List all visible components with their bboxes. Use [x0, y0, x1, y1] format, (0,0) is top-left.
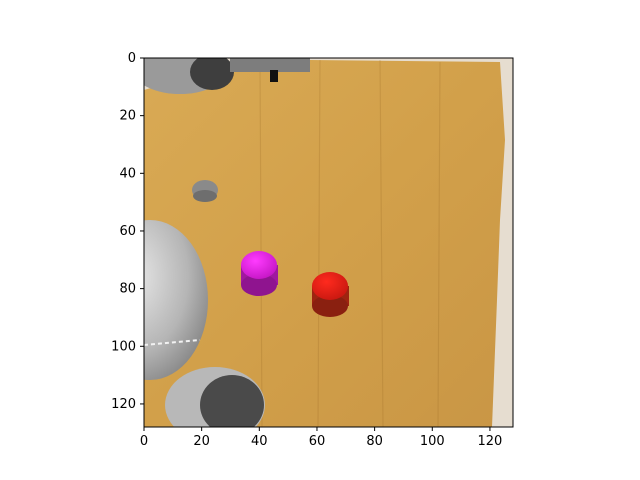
- wooden-table: [144, 60, 505, 427]
- scene-image: [144, 58, 513, 427]
- y-tick-label: 60: [119, 224, 136, 239]
- robot-body-left: [144, 220, 265, 427]
- red-cylinder: [312, 272, 349, 317]
- magenta-cylinder: [241, 251, 278, 296]
- wood-grain: [259, 59, 441, 427]
- x-tick-label: 40: [251, 434, 268, 449]
- x-tick-label: 100: [420, 434, 445, 449]
- x-tick-label: 80: [366, 434, 383, 449]
- x-tick-label: 0: [140, 434, 148, 449]
- x-axis: 0 20 40 60 80 100 120: [140, 427, 502, 449]
- robot-arm-top: [144, 58, 310, 94]
- y-tick-label: 80: [119, 282, 136, 297]
- y-tick-label: 20: [119, 109, 136, 124]
- gray-peg: [192, 180, 218, 202]
- y-tick-label: 0: [128, 51, 136, 66]
- y-axis: 0 20 40 60 80 100 120: [111, 51, 144, 412]
- axes-frame: [143, 57, 514, 428]
- y-tick-label: 40: [119, 166, 136, 181]
- y-tick-label: 120: [111, 397, 136, 412]
- x-tick-label: 120: [478, 434, 503, 449]
- x-tick-label: 20: [193, 434, 210, 449]
- y-tick-label: 100: [111, 339, 136, 354]
- x-tick-label: 60: [309, 434, 326, 449]
